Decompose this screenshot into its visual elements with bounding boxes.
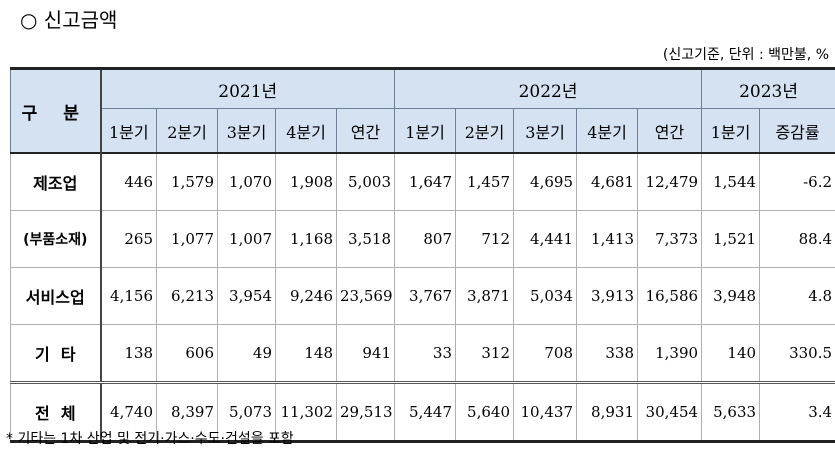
table-cell: 148 [275, 324, 337, 383]
table-cell: 4,740 [100, 381, 157, 443]
table-cell: 3,913 [576, 267, 638, 325]
subcol-header: 2분기 [455, 108, 514, 154]
table-cell: 10,437 [513, 381, 577, 443]
table-cell: 5,003 [336, 152, 395, 211]
subcol-header: 연간 [636, 108, 703, 154]
table-cell: 265 [100, 210, 157, 268]
table-cell: 1,070 [217, 152, 276, 211]
table-cell: 5,447 [394, 381, 456, 443]
table-row: (부품소재) 265 1,077 1,007 1,168 3,518 807 7… [10, 210, 835, 268]
table-cell: 6,213 [156, 267, 218, 325]
table-cell: 5,633 [701, 381, 761, 443]
row-label: 전 체 [10, 381, 102, 443]
footnote: * 기타는 1차 산업 및 전기·가스·수도·건설을 포함 [6, 431, 294, 447]
table-cell: 708 [513, 324, 577, 383]
table-cell: 140 [701, 324, 761, 383]
subcol-header: 1분기 [100, 108, 157, 154]
subcol-header: 증감률 [759, 108, 835, 154]
table-cell: 49 [217, 324, 276, 383]
table-cell: 1,521 [701, 210, 761, 268]
subcol-header: 연간 [336, 108, 395, 154]
table-cell: 33 [394, 324, 456, 383]
table-cell: 1,413 [576, 210, 638, 268]
subcol-header: 4분기 [576, 108, 638, 154]
table-cell: 606 [156, 324, 218, 383]
table-cell: 330.5 [759, 324, 835, 383]
row-label: 기 타 [10, 324, 102, 383]
subcol-header: 2분기 [156, 108, 218, 154]
table-cell: 30,454 [636, 381, 703, 443]
table-cell: 807 [394, 210, 456, 268]
table-cell: 29,513 [336, 381, 395, 443]
table-cell: 446 [100, 152, 157, 211]
year-header-2021: 2021년 [100, 67, 395, 109]
row-label: 제조업 [10, 152, 102, 211]
table-row: 제조업 446 1,579 1,070 1,908 5,003 1,647 1,… [10, 152, 835, 211]
table-cell: 312 [455, 324, 514, 383]
table-cell: 1,544 [701, 152, 761, 211]
unit-note: (신고기준, 단위 : 백만불, % [662, 47, 829, 63]
table-cell: 3,871 [455, 267, 514, 325]
table-cell: 3.4 [759, 381, 835, 443]
report-amount-table: 구 분 2021년 2022년 2023년 1분기 2분기 3분기 4분기 연간… [10, 67, 835, 443]
table-cell: 1,647 [394, 152, 456, 211]
table-cell: 338 [576, 324, 638, 383]
table-cell: 4,681 [576, 152, 638, 211]
table-row-total: 전 체 4,740 8,397 5,073 11,302 29,513 5,44… [10, 381, 835, 443]
table-cell: 138 [100, 324, 157, 383]
table-cell: 941 [336, 324, 395, 383]
table-cell: 16,586 [636, 267, 703, 325]
table-cell: 3,948 [701, 267, 761, 325]
category-header: 구 분 [10, 67, 102, 154]
table-cell: 12,479 [636, 152, 703, 211]
table-cell: 1,390 [636, 324, 703, 383]
table-cell: 1,007 [217, 210, 276, 268]
table-cell: 4,441 [513, 210, 577, 268]
table-cell: 4.8 [759, 267, 835, 325]
table-cell: 3,518 [336, 210, 395, 268]
subcol-header: 1분기 [701, 108, 761, 154]
table-cell: 1,457 [455, 152, 514, 211]
table-cell: 1,077 [156, 210, 218, 268]
table-row: 기 타 138 606 49 148 941 33 312 708 338 1,… [10, 324, 835, 383]
table-cell: 1,579 [156, 152, 218, 211]
table-cell: 3,954 [217, 267, 276, 325]
year-header-2022: 2022년 [393, 67, 703, 109]
row-label: (부품소재) [10, 210, 102, 268]
table-cell: 7,373 [636, 210, 703, 268]
table-cell: 3,767 [394, 267, 456, 325]
table-cell: 88.4 [759, 210, 835, 268]
table-cell: 4,156 [100, 267, 157, 325]
table-cell: 5,640 [455, 381, 514, 443]
table-cell: -6.2 [759, 152, 835, 211]
table-cell: 1,168 [275, 210, 337, 268]
table-cell: 5,073 [217, 381, 276, 443]
subcol-header: 4분기 [275, 108, 337, 154]
table-cell: 8,397 [156, 381, 218, 443]
table-cell: 4,695 [513, 152, 577, 211]
table-cell: 9,246 [275, 267, 337, 325]
section-title: ○ 신고금액 [20, 8, 118, 32]
table-row: 서비스업 4,156 6,213 3,954 9,246 23,569 3,76… [10, 267, 835, 325]
subcol-header: 1분기 [394, 108, 456, 154]
subcol-header: 3분기 [513, 108, 577, 154]
table-cell: 712 [455, 210, 514, 268]
table-cell: 1,908 [275, 152, 337, 211]
row-label: 서비스업 [10, 267, 102, 325]
table-cell: 5,034 [513, 267, 577, 325]
table-cell: 23,569 [336, 267, 395, 325]
table-cell: 8,931 [576, 381, 638, 443]
subcol-header: 3분기 [217, 108, 276, 154]
year-header-2023: 2023년 [701, 67, 835, 109]
